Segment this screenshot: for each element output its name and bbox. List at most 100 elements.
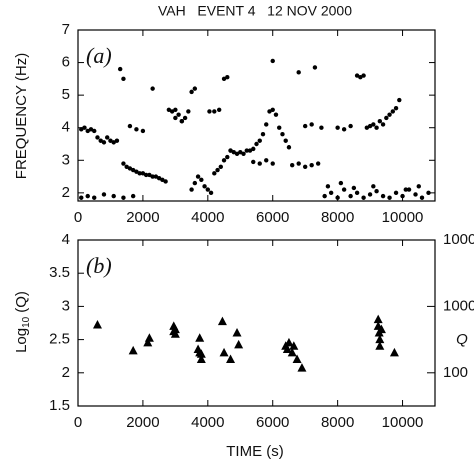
data-point	[393, 190, 399, 196]
y2-tick-label: 1000	[443, 297, 474, 314]
data-point	[226, 354, 236, 364]
data-point	[387, 112, 392, 117]
data-point	[179, 119, 185, 124]
data-point	[335, 195, 340, 200]
data-point	[160, 177, 165, 183]
y-label-sub: 10	[21, 316, 32, 328]
data-point	[264, 122, 269, 127]
y-tick-label: 6	[62, 54, 70, 71]
data-point	[144, 333, 154, 342]
data-point	[348, 123, 353, 129]
data-point	[280, 132, 285, 137]
data-point	[219, 347, 229, 357]
data-point	[287, 347, 297, 357]
data-point	[85, 193, 90, 199]
x-tick-label: 4000	[191, 414, 224, 431]
data-point	[127, 166, 133, 171]
data-point	[254, 141, 259, 147]
data-point	[374, 125, 379, 130]
data-point	[208, 190, 214, 196]
data-point	[297, 363, 307, 372]
data-point	[315, 161, 321, 166]
data-point	[277, 125, 282, 130]
data-point	[143, 172, 149, 178]
x-tick-label: 8000	[321, 209, 354, 226]
data-point	[79, 195, 84, 200]
data-point	[173, 107, 178, 113]
data-point	[403, 187, 408, 192]
y-axis-label: FREQUENCY (Hz)	[13, 53, 30, 179]
data-point	[325, 184, 331, 189]
data-point	[192, 180, 198, 186]
data-point	[270, 161, 275, 166]
data-point	[140, 128, 146, 134]
data-point	[341, 187, 347, 192]
data-point	[212, 109, 217, 114]
data-point	[338, 180, 344, 186]
data-point	[244, 148, 249, 153]
data-point	[169, 109, 175, 114]
y-label-arg: (Q)	[13, 291, 30, 313]
y-label-base: Log	[13, 328, 30, 353]
data-point	[153, 174, 159, 179]
data-point	[170, 329, 180, 338]
data-point	[309, 162, 314, 168]
data-point	[264, 158, 269, 163]
data-point	[207, 109, 212, 114]
data-point	[205, 187, 211, 192]
data-point	[376, 324, 386, 334]
data-point	[217, 316, 227, 326]
data-point	[260, 132, 266, 137]
data-point	[374, 189, 379, 194]
data-point	[296, 161, 301, 166]
data-point	[127, 123, 133, 129]
data-point	[121, 195, 126, 200]
data-point	[121, 76, 126, 82]
data-point	[186, 109, 191, 114]
figure-title: VAH EVENT 4 12 NOV 2000	[158, 3, 352, 19]
x-tick-label: 10000	[382, 414, 424, 431]
data-point	[251, 159, 256, 165]
data-point	[267, 109, 272, 114]
data-point	[92, 128, 97, 134]
data-point	[328, 190, 334, 196]
data-point	[196, 349, 206, 358]
y-tick-label: 1.5	[49, 397, 70, 414]
y-axis-label: Log10 (Q)	[13, 291, 32, 353]
data-point	[380, 193, 386, 199]
data-point	[289, 341, 299, 350]
data-point	[286, 145, 292, 150]
data-point	[358, 75, 363, 80]
data-point	[95, 135, 100, 140]
x-tick-label: 6000	[256, 209, 289, 226]
data-point	[367, 192, 373, 197]
y-tick-label: 5	[62, 86, 70, 103]
data-point	[312, 65, 318, 70]
data-point	[377, 119, 383, 124]
data-point	[234, 151, 240, 156]
panel-label: (b)	[86, 253, 112, 278]
data-point	[221, 76, 227, 82]
x-tick-label: 8000	[321, 414, 354, 431]
data-point	[114, 138, 120, 143]
data-point	[216, 107, 222, 113]
data-point	[212, 171, 217, 176]
data-point	[196, 354, 206, 364]
data-point	[270, 107, 275, 113]
data-point	[348, 193, 353, 199]
data-point	[189, 89, 194, 95]
data-point	[218, 164, 223, 169]
data-point	[150, 174, 155, 179]
data-point	[292, 354, 302, 364]
data-point	[156, 176, 162, 181]
data-point	[173, 115, 178, 121]
y2-tick-label: 100	[443, 364, 468, 381]
x-axis-label: TIME (s)	[226, 443, 284, 460]
data-point	[111, 193, 116, 199]
data-point	[189, 187, 194, 192]
data-point	[98, 138, 103, 143]
data-point	[150, 86, 155, 91]
data-point	[416, 184, 421, 189]
data-point	[296, 70, 301, 75]
data-point	[290, 162, 295, 168]
